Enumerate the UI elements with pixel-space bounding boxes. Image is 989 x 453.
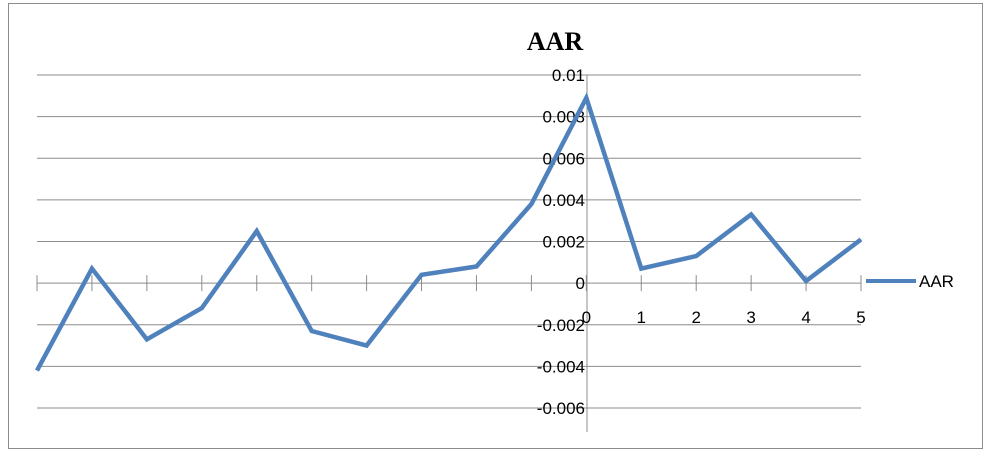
legend-label-aar: AAR <box>919 272 954 291</box>
y-tick-label: -0.004 <box>537 357 585 376</box>
x-tick-label: 3 <box>746 308 755 327</box>
y-tick-label: 0.006 <box>542 149 585 168</box>
chart-title: AAR <box>527 27 584 56</box>
chart-frame: 0.01 0.008 0.006 0.004 0.002 0 -0.002 -0.004 -0.… <box>8 3 983 449</box>
y-tick-label: -0.002 <box>537 316 585 335</box>
x-tick-label: 1 <box>637 308 646 327</box>
line-chart: 0.010.0080.0060.0040.0020-0.002-0.004-0.… <box>35 27 954 432</box>
y-tick-label: 0.01 <box>552 66 585 85</box>
y-tick-label: 0 <box>576 274 585 293</box>
y-tick-label: -0.006 <box>537 399 585 418</box>
x-tick-label: 5 <box>856 308 865 327</box>
axes <box>36 75 862 432</box>
gridlines <box>37 74 861 409</box>
x-tick-label: 4 <box>801 308 810 327</box>
y-tick-label: 0.004 <box>542 191 585 210</box>
y-tick-label: 0.002 <box>542 233 585 252</box>
legend: AAR <box>866 272 954 291</box>
x-tick-labels: 0 1 2 3 4 5 <box>582 308 866 327</box>
x-tick-label: 0 <box>582 308 591 327</box>
series-layer <box>35 92 863 372</box>
series-line-aar <box>35 92 863 372</box>
x-tick-label: 2 <box>691 308 700 327</box>
